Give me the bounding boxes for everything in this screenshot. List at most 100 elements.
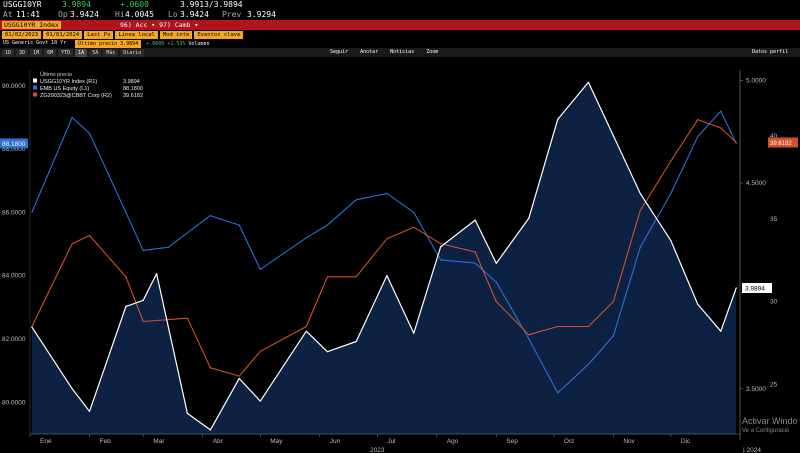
series-1-point bbox=[495, 281, 497, 283]
last-px-button[interactable]: Last Px bbox=[84, 30, 114, 39]
series-1-point bbox=[697, 135, 699, 138]
series-2-point bbox=[209, 367, 211, 369]
series-1-point bbox=[735, 142, 737, 144]
month-label-6: Jun bbox=[330, 438, 341, 445]
start-date-field[interactable]: 01/02/2023 bbox=[2, 30, 42, 39]
tool-news[interactable]: Noticias bbox=[390, 49, 415, 55]
period-6m[interactable]: 6M bbox=[44, 48, 57, 57]
period-1d[interactable]: 1D bbox=[2, 48, 15, 57]
chart-tools: Seguir Anotar Noticias Zoom bbox=[330, 48, 438, 57]
right2-tick-label: 30 bbox=[770, 299, 778, 306]
series-0-point bbox=[31, 326, 33, 328]
series-0-point bbox=[670, 240, 672, 242]
local-line-button[interactable]: Línea local bbox=[115, 30, 158, 39]
right1-tick-label: 5.0000 bbox=[746, 77, 766, 84]
low-value: 3.9424 bbox=[180, 10, 209, 19]
month-label-1: Ene bbox=[40, 438, 52, 445]
series-1-point bbox=[639, 246, 641, 248]
mod-button[interactable]: Mod inte bbox=[159, 30, 193, 39]
series-0-point bbox=[557, 118, 559, 120]
series-0-point bbox=[528, 217, 530, 219]
series-2-point bbox=[639, 210, 641, 212]
series-0-point bbox=[326, 351, 328, 353]
month-label-4: Abr bbox=[213, 438, 224, 445]
right-orange-price-tag-text: 39.6182 bbox=[770, 141, 792, 147]
series-0-point bbox=[142, 299, 144, 301]
series-1-point bbox=[386, 192, 388, 194]
security-info-bar: US Generic Govt 10 Yr Último precio 3.98… bbox=[0, 39, 800, 48]
series-2-point bbox=[259, 350, 261, 352]
series-line-1 bbox=[31, 110, 737, 394]
period-daily[interactable]: Diario bbox=[120, 48, 145, 57]
period-3d[interactable]: 3D bbox=[16, 48, 29, 57]
series-2-point bbox=[697, 119, 699, 121]
month-label-3: Mar bbox=[153, 438, 165, 445]
axis-layer: Ene Feb Mar Abr May Jun Jul Ago Sep Oct Nov Dic 2023… bbox=[2, 70, 778, 453]
series-0-point bbox=[413, 332, 415, 334]
legend-title: Último precio bbox=[40, 71, 72, 78]
low-label: Lo bbox=[168, 10, 178, 19]
month-label-9: Sep bbox=[506, 438, 518, 445]
left-tick-label: 88.0000 bbox=[2, 146, 26, 153]
price-chart[interactable]: Ene Feb Mar Abr May Jun Jul Ago Sep Oct Nov Dic 2023… bbox=[0, 66, 800, 453]
series-1-point bbox=[31, 211, 33, 213]
series-2-point bbox=[587, 325, 590, 328]
legend-item-name: EMB US Equity (L1) bbox=[40, 86, 89, 92]
profile-data-button[interactable]: Datos perfil bbox=[752, 49, 789, 55]
series-2-point bbox=[612, 301, 615, 303]
series-1-point bbox=[587, 363, 590, 365]
bid-ask: 3.9913/3.9894 bbox=[180, 0, 243, 9]
series-1-point bbox=[209, 215, 211, 217]
series-1-point bbox=[88, 132, 91, 134]
period-ytd[interactable]: YTD bbox=[58, 48, 74, 57]
series-1-point bbox=[557, 392, 559, 394]
series-1-point bbox=[125, 211, 127, 213]
series-2-point bbox=[495, 301, 497, 303]
period-max[interactable]: Máx bbox=[103, 48, 119, 57]
security-field[interactable]: USGG10YR Index bbox=[2, 21, 61, 29]
series-2-point bbox=[238, 375, 240, 377]
volume-chip[interactable]: Volumen bbox=[188, 40, 210, 47]
right-white-price-tag-text: 3.9894 bbox=[745, 285, 765, 292]
last-price-chip[interactable]: Último precio 3.9894 bbox=[75, 39, 142, 48]
tool-zoom[interactable]: Zoom bbox=[426, 49, 439, 55]
series-0-point bbox=[587, 81, 590, 83]
ticker-label[interactable]: USGG10YR bbox=[3, 0, 42, 9]
period-1a[interactable]: 1A bbox=[75, 48, 88, 57]
series-1-point bbox=[528, 338, 530, 340]
legend-swatch bbox=[33, 92, 37, 97]
right2-tick-label: 40 bbox=[770, 133, 778, 140]
key-events-button[interactable]: Eventos clave bbox=[194, 30, 244, 39]
series-2-point bbox=[142, 320, 144, 323]
activation-watermark-sub: Ve a Configuració bbox=[742, 428, 790, 434]
month-label-10: Oct bbox=[564, 438, 574, 445]
high-label: Hi bbox=[115, 10, 125, 19]
series-0-point bbox=[639, 192, 641, 194]
series-1-point bbox=[612, 335, 615, 337]
series-2-point bbox=[186, 317, 188, 319]
command-bar: USGG10YR Index 96) Acc ▾ 97) Camb ▾ bbox=[0, 20, 800, 30]
usgg10yr-area bbox=[31, 82, 737, 435]
actions-menu[interactable]: 96) Acc ▾ 97) Camb ▾ bbox=[120, 21, 199, 29]
tool-follow[interactable]: Seguir bbox=[330, 49, 349, 55]
series-0-point bbox=[238, 377, 240, 380]
period-1m[interactable]: 1M bbox=[30, 48, 43, 57]
series-2-point bbox=[326, 276, 328, 278]
series-1-point bbox=[167, 246, 169, 248]
series-0-point bbox=[125, 305, 127, 308]
series-2-point bbox=[528, 334, 530, 336]
tool-annotate[interactable]: Anotar bbox=[360, 49, 379, 55]
legend-swatch bbox=[33, 85, 37, 90]
series-1-point bbox=[474, 262, 476, 264]
series-2-point bbox=[557, 325, 559, 328]
end-date-field[interactable]: 01/01/2024 bbox=[43, 30, 83, 39]
next-year-label: | 2024 bbox=[743, 447, 761, 453]
period-5a[interactable]: 5A bbox=[89, 48, 102, 57]
quote-bar: USGG10YR 3.9894 +.0600 3.9913/3.9894 bbox=[0, 0, 800, 10]
high-value: 4.0045 bbox=[125, 10, 154, 19]
series-2-point bbox=[720, 127, 722, 129]
series-1-point bbox=[413, 211, 415, 213]
last-price: 3.9894 bbox=[62, 0, 91, 9]
month-label-8: Ago bbox=[447, 438, 459, 445]
